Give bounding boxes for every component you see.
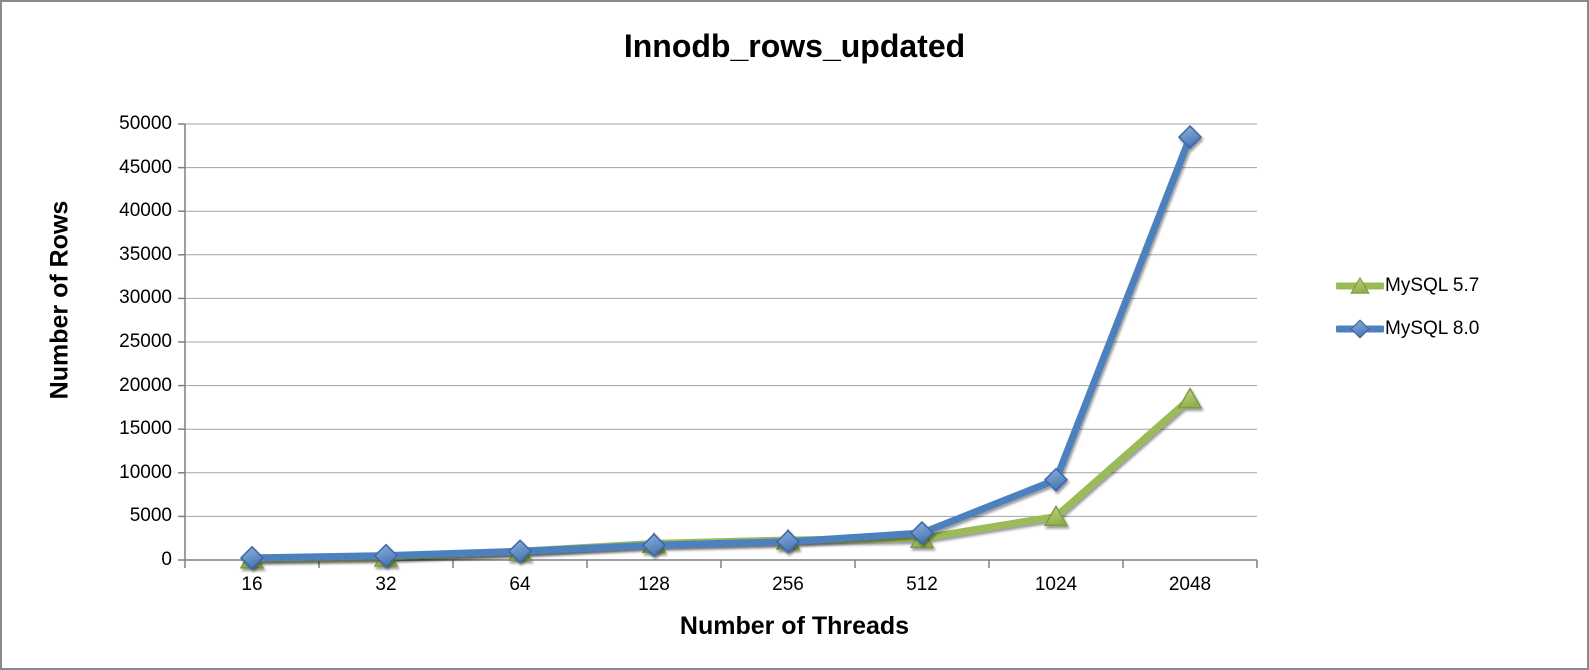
x-tick-label: 512 (906, 574, 938, 595)
legend-diamond-icon (1336, 319, 1384, 339)
x-tick-label: 1024 (1034, 574, 1078, 595)
diamond-marker-icon (641, 533, 667, 558)
legend-triangle-icon (1336, 276, 1384, 294)
y-tick-label: 0 (161, 549, 172, 570)
y-tick-label: 15000 (119, 418, 172, 440)
chart-title: Innodb_rows_updated (623, 28, 966, 64)
y-tick-label: 25000 (119, 331, 172, 352)
diamond-marker-icon (909, 520, 935, 546)
x-axis-title: Number of Threads (679, 612, 910, 640)
diamond-marker-icon (239, 545, 265, 570)
x-tick-label: 16 (241, 574, 263, 595)
y-tick-label: 10000 (119, 461, 172, 483)
legend-item: MySQL 8.0 (1336, 317, 1479, 341)
x-tick-label: 64 (509, 574, 531, 595)
legend-item-label: MySQL 5.7 (1385, 275, 1480, 296)
diamond-marker-icon (1043, 467, 1069, 492)
y-tick-label: 50000 (119, 113, 172, 134)
y-tick-label: 20000 (119, 374, 172, 396)
legend-item: MySQL 5.7 (1336, 274, 1479, 298)
x-tick-label: 32 (375, 574, 397, 595)
triangle-marker-icon (1043, 504, 1069, 527)
diamond-marker-icon (1177, 125, 1203, 150)
diamond-marker-icon (373, 543, 399, 568)
x-tick-label: 256 (772, 574, 804, 595)
y-tick-label: 45000 (119, 156, 172, 178)
triangle-marker-icon (1177, 387, 1203, 409)
y-tick-label: 35000 (119, 243, 172, 265)
legend-item-label: MySQL 8.0 (1385, 318, 1480, 339)
y-tick-label: 30000 (119, 287, 172, 309)
series-line (248, 133, 1194, 562)
series-mysql-8-0 (239, 125, 1203, 570)
diamond-marker-icon (775, 529, 801, 554)
x-tick-label: 128 (638, 574, 670, 595)
x-tick-label: 2048 (1168, 574, 1212, 595)
diamond-marker-icon (507, 539, 533, 564)
y-tick-label: 5000 (129, 505, 172, 527)
y-tick-label: 40000 (119, 200, 172, 222)
